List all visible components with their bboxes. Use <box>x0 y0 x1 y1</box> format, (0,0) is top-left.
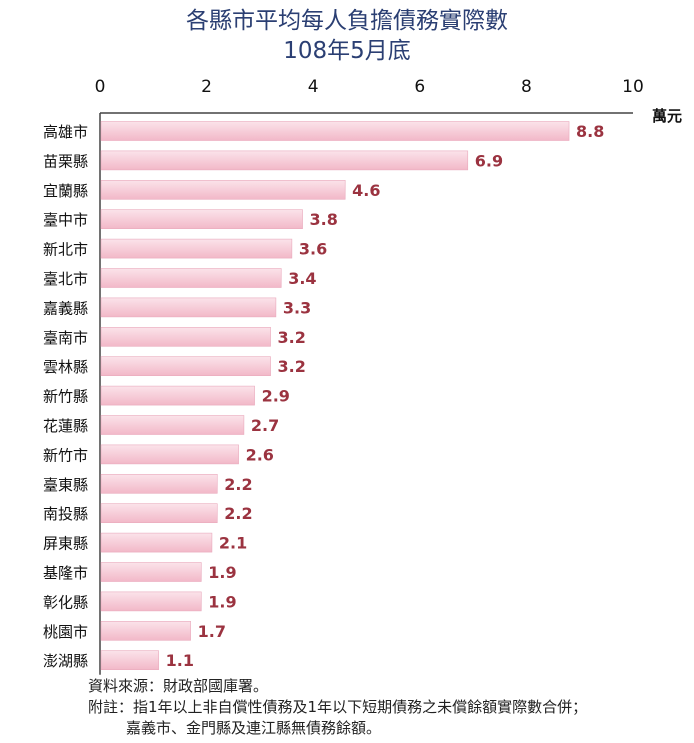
x-tick-label-0: 0 <box>95 77 106 97</box>
value-label-11: 2.6 <box>246 445 274 464</box>
bar-5 <box>100 268 282 288</box>
x-tick-label-5: 10 <box>622 77 644 97</box>
footnote-line-1: 附註：指1年以上非自償性債務及1年以下短期債務之未償餘額實際數合併； <box>88 698 588 716</box>
bar-4 <box>100 238 293 259</box>
chart-notes: 資料來源：財政部國庫署。 附註：指1年以上非自償性債務及1年以下短期債務之未償餘… <box>88 676 688 739</box>
category-label-11: 新竹市 <box>43 446 88 464</box>
value-label-17: 1.7 <box>198 622 226 641</box>
chart-subtitle: 108年5月底 <box>283 38 411 64</box>
category-label-16: 彰化縣 <box>43 593 88 611</box>
value-label-1: 6.9 <box>475 151 503 170</box>
category-label-9: 新竹縣 <box>43 388 88 406</box>
category-label-13: 南投縣 <box>43 505 88 523</box>
category-label-0: 高雄市 <box>43 123 88 141</box>
bar-17 <box>100 620 191 641</box>
category-label-17: 桃園市 <box>43 623 88 641</box>
bar-3 <box>100 209 303 229</box>
value-label-6: 3.3 <box>283 298 311 317</box>
value-label-18: 1.1 <box>166 651 194 670</box>
bar-9 <box>100 385 255 406</box>
footnote-line-2: 嘉義市、金門縣及連江縣無債務餘額。 <box>126 719 382 737</box>
bar-8 <box>100 356 271 377</box>
value-label-0: 8.8 <box>576 122 604 141</box>
value-label-15: 1.9 <box>208 563 236 582</box>
value-label-13: 2.2 <box>224 504 252 523</box>
bar-6 <box>100 297 277 318</box>
category-label-10: 花蓮縣 <box>43 417 88 435</box>
x-tick-label-2: 4 <box>308 77 319 97</box>
bar-2 <box>100 180 346 200</box>
bar-10 <box>100 415 245 435</box>
category-label-7: 臺南市 <box>43 329 88 347</box>
value-label-5: 3.4 <box>288 269 316 288</box>
chart-title: 各縣市平均每人負擔債務實際數 <box>186 8 508 34</box>
bar-1 <box>100 150 469 171</box>
value-label-8: 3.2 <box>278 357 306 376</box>
category-label-8: 雲林縣 <box>43 358 88 376</box>
category-label-14: 屏東縣 <box>43 535 88 553</box>
category-label-2: 宜蘭縣 <box>43 182 88 200</box>
bar-7 <box>100 326 271 347</box>
x-tick-label-4: 8 <box>521 77 532 97</box>
bar-13 <box>100 503 218 524</box>
value-label-16: 1.9 <box>208 592 236 611</box>
category-label-6: 嘉義縣 <box>43 299 88 317</box>
bar-16 <box>100 591 202 612</box>
bar-12 <box>100 473 218 494</box>
bar-0 <box>100 121 570 141</box>
category-label-18: 澎湖縣 <box>43 652 88 670</box>
value-label-7: 3.2 <box>278 328 306 347</box>
category-label-4: 新北市 <box>43 241 88 259</box>
value-label-3: 3.8 <box>310 210 338 229</box>
category-label-1: 苗栗縣 <box>43 152 88 170</box>
bar-14 <box>100 532 213 553</box>
x-axis-unit-label: 萬元 <box>652 107 682 125</box>
x-tick-label-1: 2 <box>201 77 212 97</box>
category-label-12: 臺東縣 <box>43 476 88 494</box>
value-label-10: 2.7 <box>251 416 279 435</box>
bar-11 <box>100 444 239 465</box>
value-label-4: 3.6 <box>299 240 327 259</box>
category-label-5: 臺北市 <box>43 270 88 288</box>
chart-title-block: 各縣市平均每人負擔債務實際數 108年5月底 <box>0 6 694 66</box>
category-label-3: 臺中市 <box>43 211 88 229</box>
bar-15 <box>100 562 202 582</box>
value-label-2: 4.6 <box>352 181 380 200</box>
bar-18 <box>100 650 159 671</box>
value-label-9: 2.9 <box>262 387 290 406</box>
value-label-14: 2.1 <box>219 534 247 553</box>
category-label-15: 基隆市 <box>43 564 88 582</box>
x-tick-label-3: 6 <box>414 77 425 97</box>
source-note: 資料來源：財政部國庫署。 <box>88 677 269 695</box>
value-label-12: 2.2 <box>224 475 252 494</box>
